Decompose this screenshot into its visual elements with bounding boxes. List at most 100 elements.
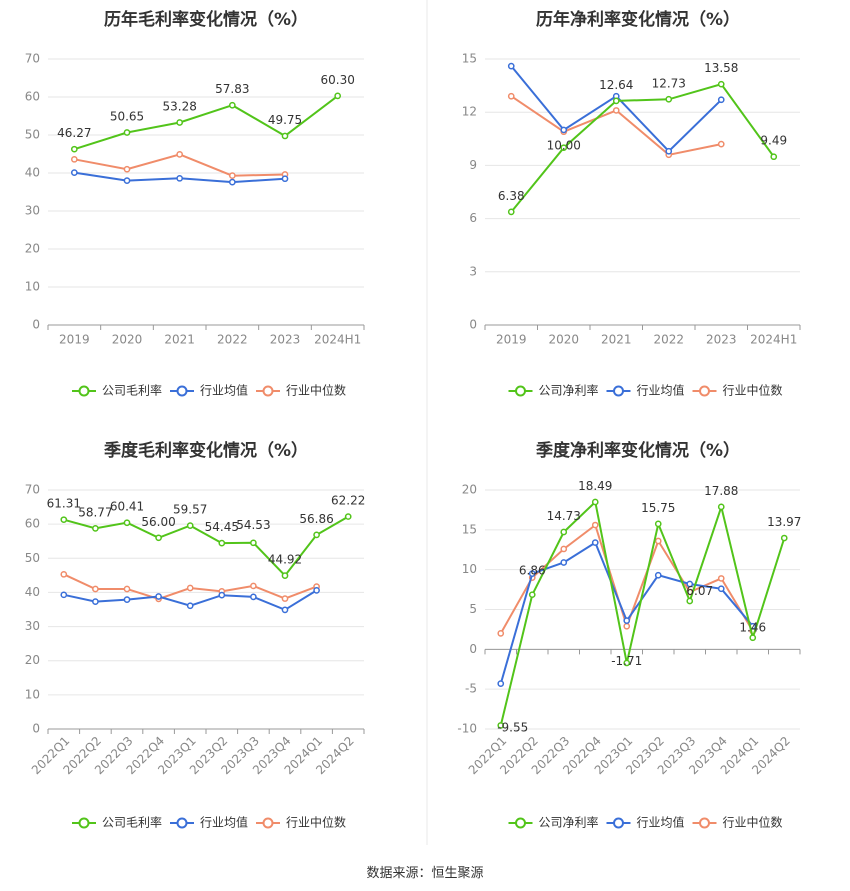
data-point bbox=[612, 97, 620, 105]
y-tick-label: 30 bbox=[25, 204, 40, 218]
data-point bbox=[123, 129, 131, 136]
data-point bbox=[717, 575, 725, 582]
chart-panel-4: 季度净利率变化情况（%）-10-5051015202022Q12022Q2202… bbox=[457, 440, 801, 830]
y-tick-label: 10 bbox=[462, 562, 477, 576]
data-label: 59.57 bbox=[173, 503, 207, 517]
y-tick-label: 15 bbox=[462, 522, 477, 536]
chart-legend: 公司净利率 行业均值 行业中位数 bbox=[508, 815, 783, 830]
x-tick-label: 2022 bbox=[217, 333, 248, 347]
legend-label: 行业均值 bbox=[637, 383, 685, 398]
chart-title: 季度净利率变化情况（%） bbox=[536, 440, 740, 461]
y-tick-label: 0 bbox=[469, 318, 477, 332]
data-point bbox=[123, 585, 131, 593]
data-label: 46.27 bbox=[57, 126, 91, 140]
data-point bbox=[334, 92, 342, 100]
data-label: 18.49 bbox=[578, 479, 612, 493]
data-label: 15.75 bbox=[641, 501, 675, 515]
data-point bbox=[497, 630, 505, 637]
chart-title: 历年净利率变化情况（%） bbox=[536, 9, 740, 30]
chart-panel-1: 历年毛利率变化情况（%） 0 10 20 30 40 50 60 70 2019 2020 2021 2… bbox=[25, 9, 365, 398]
legend-swatch-marker bbox=[78, 817, 90, 829]
y-tick-label: 60 bbox=[25, 90, 40, 104]
data-point bbox=[591, 539, 599, 546]
data-point bbox=[591, 521, 599, 529]
data-label: 13.58 bbox=[704, 61, 738, 75]
data-point bbox=[780, 534, 788, 542]
data-point bbox=[665, 147, 673, 155]
data-point bbox=[92, 598, 99, 605]
y-tick-label: 20 bbox=[25, 653, 40, 667]
data-point bbox=[186, 584, 194, 592]
y-tick-label: -5 bbox=[465, 682, 477, 696]
x-tick-label: 2020 bbox=[548, 333, 579, 347]
data-point bbox=[176, 119, 184, 126]
y-tick-label: 20 bbox=[462, 483, 477, 497]
x-tick-label: 2021 bbox=[164, 333, 195, 347]
data-label: 56.00 bbox=[141, 515, 175, 529]
data-point bbox=[313, 587, 320, 594]
x-tick-label: 2020 bbox=[112, 333, 143, 347]
y-tick-label: 0 bbox=[32, 318, 40, 332]
data-point bbox=[654, 571, 662, 579]
y-tick-label: 15 bbox=[462, 52, 477, 66]
x-tick-label: 2024H1 bbox=[314, 333, 361, 347]
data-point bbox=[344, 513, 352, 520]
data-point bbox=[176, 174, 184, 182]
data-point bbox=[654, 520, 662, 528]
data-label: 56.86 bbox=[299, 512, 333, 526]
data-label: 44.92 bbox=[268, 553, 302, 567]
data-point bbox=[176, 151, 184, 158]
data-label: 60.30 bbox=[320, 73, 354, 87]
data-point bbox=[281, 132, 289, 140]
legend-swatch-marker bbox=[78, 385, 90, 397]
data-label: -9.55 bbox=[497, 720, 528, 734]
data-label: 14.73 bbox=[547, 509, 581, 523]
data-point bbox=[717, 96, 725, 104]
data-label: 1.46 bbox=[739, 621, 766, 635]
data-label: 53.28 bbox=[162, 100, 196, 114]
legend-label: 公司毛利率 bbox=[102, 815, 162, 830]
data-point bbox=[155, 534, 162, 542]
data-label: -1.71 bbox=[611, 654, 642, 668]
data-point bbox=[686, 597, 694, 605]
data-source-label: 数据来源：恒生聚源 bbox=[366, 866, 484, 881]
legend-swatch-marker bbox=[699, 385, 710, 397]
data-label: 12.64 bbox=[599, 78, 633, 92]
data-point bbox=[123, 596, 131, 603]
data-label: 12.73 bbox=[652, 76, 686, 90]
y-tick-label: 6 bbox=[469, 211, 477, 225]
series-line-3 bbox=[499, 523, 754, 634]
data-point bbox=[591, 498, 599, 506]
data-point bbox=[717, 585, 725, 593]
data-point bbox=[250, 539, 257, 547]
data-point bbox=[70, 155, 78, 163]
y-tick-label: 0 bbox=[32, 722, 40, 736]
data-point bbox=[250, 593, 257, 601]
data-point bbox=[186, 602, 194, 610]
data-label: 6.38 bbox=[498, 189, 525, 203]
legend-swatch-marker bbox=[176, 817, 188, 829]
x-tick-label: 2022 bbox=[653, 333, 684, 347]
data-point bbox=[281, 175, 289, 183]
data-label: 6.86 bbox=[519, 564, 546, 578]
legend-label: 行业均值 bbox=[200, 815, 248, 830]
y-tick-label: 5 bbox=[469, 602, 477, 616]
data-point bbox=[92, 524, 99, 532]
data-point bbox=[123, 519, 131, 527]
data-label: 9.49 bbox=[760, 134, 787, 148]
data-label: 58.77 bbox=[78, 505, 112, 519]
data-label: 17.88 bbox=[704, 484, 738, 498]
series-line-1 bbox=[63, 515, 349, 578]
data-label: 54.53 bbox=[236, 518, 270, 532]
data-point bbox=[497, 680, 505, 687]
data-point bbox=[70, 145, 78, 153]
data-point bbox=[250, 582, 257, 590]
data-point bbox=[717, 140, 725, 148]
legend-label: 公司净利率 bbox=[539, 383, 599, 398]
legend-label: 公司净利率 bbox=[539, 815, 599, 830]
data-point bbox=[560, 144, 568, 152]
data-label: 13.97 bbox=[767, 515, 801, 529]
data-point bbox=[528, 591, 536, 599]
data-point bbox=[623, 617, 631, 625]
